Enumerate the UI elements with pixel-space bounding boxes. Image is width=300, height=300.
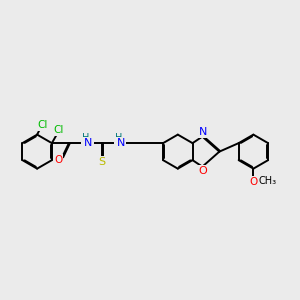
Text: N: N <box>117 138 125 148</box>
Text: S: S <box>99 157 106 167</box>
Text: CH₃: CH₃ <box>258 176 277 186</box>
Text: Cl: Cl <box>38 120 48 130</box>
Text: N: N <box>84 138 93 148</box>
Text: Cl: Cl <box>53 125 63 135</box>
Text: H: H <box>115 133 122 143</box>
Text: O: O <box>199 166 207 176</box>
Text: O: O <box>54 155 62 165</box>
Text: H: H <box>82 133 89 143</box>
Text: O: O <box>249 177 257 187</box>
Text: N: N <box>199 127 207 137</box>
